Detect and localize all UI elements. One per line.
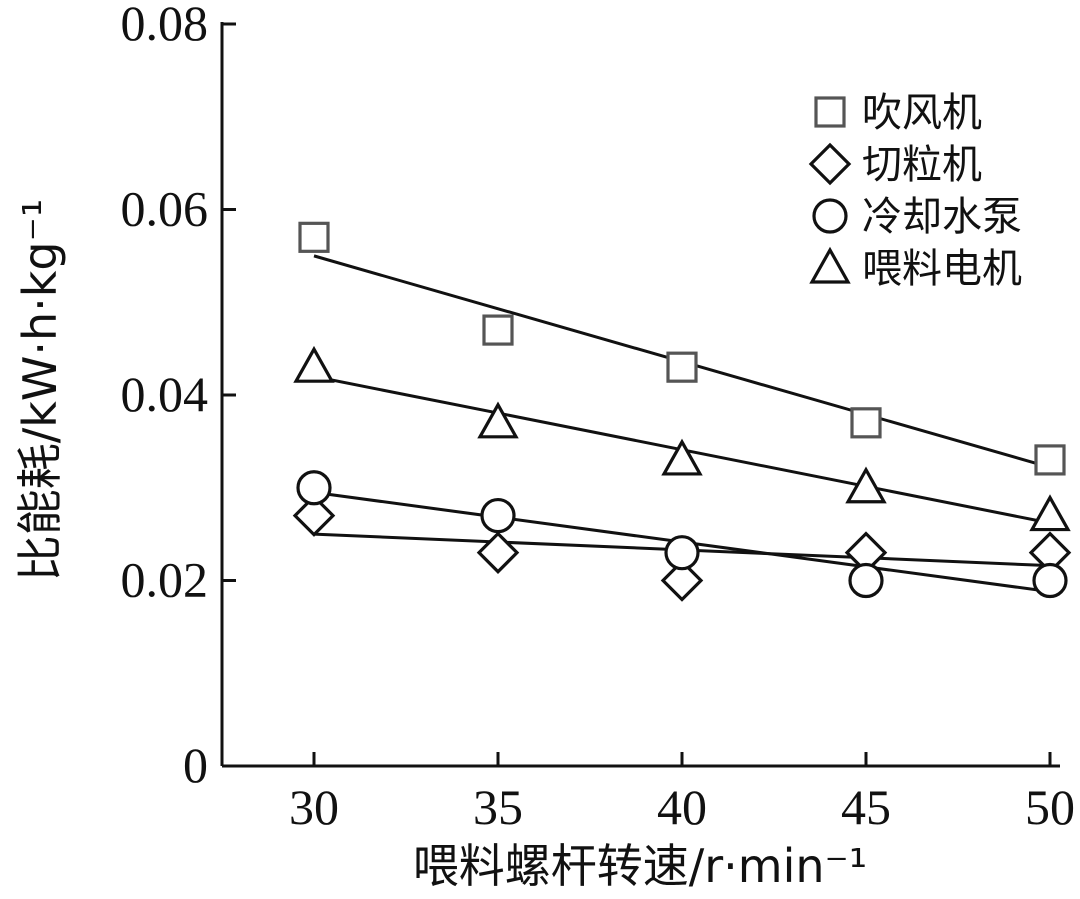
- data-point-triangle: [1029, 494, 1071, 532]
- legend-label: 冷却水泵: [862, 194, 1022, 240]
- x-tick-label: 30: [289, 779, 339, 835]
- data-markers: [292, 221, 1072, 602]
- x-tick-label: 40: [657, 779, 707, 835]
- data-point-diamond: [660, 559, 704, 602]
- legend-label: 喂料电机: [862, 246, 1022, 292]
- data-point-square: [482, 314, 514, 346]
- legend-marker-triangle: [809, 246, 851, 284]
- y-tick-label: 0.08: [121, 0, 209, 51]
- data-point-square: [666, 351, 698, 383]
- x-ticks: 30 35 40 45 50: [289, 752, 1075, 835]
- data-point-triangle: [661, 438, 703, 476]
- y-tick-label: 0.02: [121, 552, 209, 608]
- legend-label: 吹风机: [862, 90, 982, 136]
- data-point-square: [298, 221, 330, 253]
- data-point-circle: [296, 470, 332, 506]
- data-point-triangle: [293, 345, 335, 383]
- x-tick-label: 45: [841, 779, 891, 835]
- data-point-triangle: [845, 466, 887, 504]
- y-tick-label: 0: [183, 737, 208, 793]
- y-tick-label: 0.06: [121, 181, 209, 237]
- data-point-circle: [1032, 562, 1068, 599]
- data-point-square: [1034, 444, 1066, 476]
- legend-marker-diamond: [808, 142, 852, 186]
- y-ticks: 0 0.02 0.04 0.06 0.08: [121, 0, 236, 793]
- x-tick-label: 50: [1025, 779, 1075, 835]
- x-axis-title: 喂料螺杆转速/r·min⁻¹: [413, 839, 868, 893]
- legend-label: 切粒机: [862, 142, 982, 188]
- y-axis-title: 比能耗/kW·h·kg⁻¹: [13, 199, 67, 582]
- data-point-circle: [664, 535, 700, 571]
- data-point-diamond: [476, 531, 520, 574]
- data-point-circle: [848, 562, 884, 599]
- data-point-square: [850, 407, 882, 439]
- legend-marker-circle: [812, 198, 848, 234]
- data-point-triangle: [477, 401, 519, 439]
- data-point-diamond: [292, 494, 336, 537]
- x-tick-label: 35: [473, 779, 523, 835]
- data-point-circle: [480, 497, 516, 534]
- legend-marker-square: [814, 96, 846, 128]
- y-tick-label: 0.04: [121, 366, 209, 422]
